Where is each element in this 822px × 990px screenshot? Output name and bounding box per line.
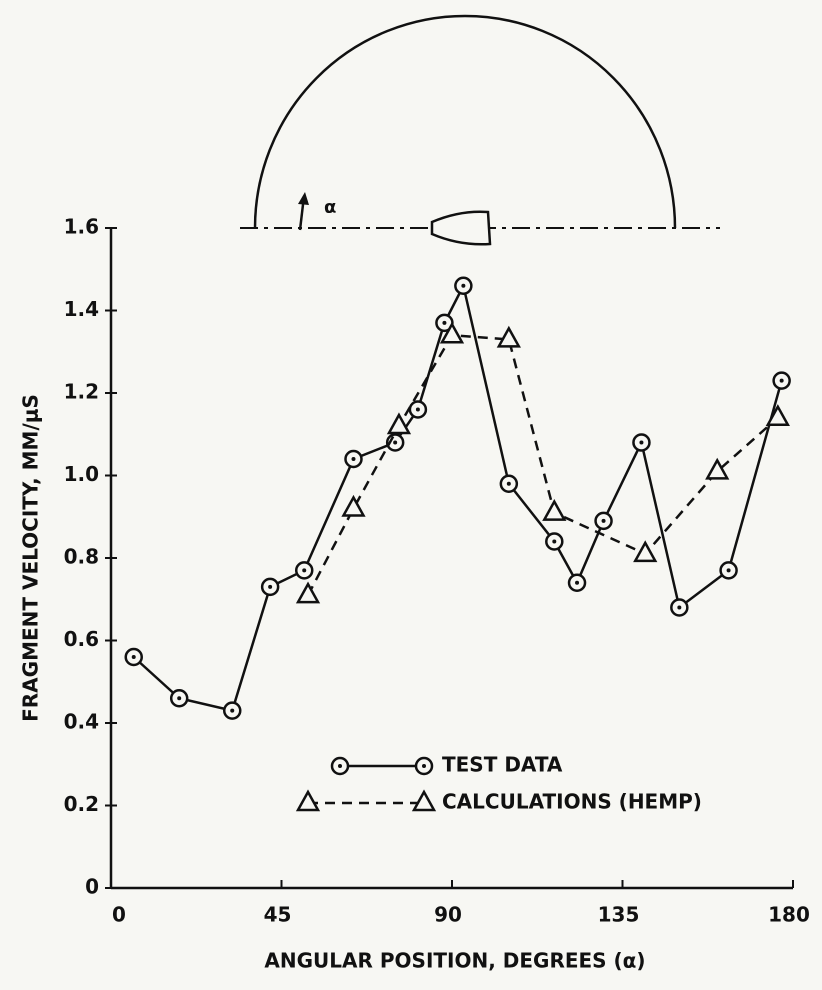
marker-dot: [302, 568, 307, 573]
marker-dot: [393, 440, 398, 445]
y-axis-label: FRAGMENT VELOCITY, MM/μS: [19, 394, 43, 722]
marker-dot: [726, 568, 731, 573]
marker-dot: [415, 407, 420, 412]
schematic-arrowhead: [298, 192, 309, 205]
marker-dot: [351, 457, 356, 461]
marker-dot: [552, 539, 557, 544]
marker: [295, 789, 321, 812]
marker-dot: [268, 584, 273, 589]
x-axis-label: ANGULAR POSITION, DEGREES (α): [264, 949, 645, 973]
x-tick-label: 180: [768, 903, 810, 927]
marker-dot: [639, 440, 644, 445]
marker-dot: [131, 655, 136, 659]
marker-dot: [506, 481, 511, 486]
y-tick-label: 1.4: [64, 297, 99, 321]
marker-dot: [677, 605, 682, 610]
marker-dot: [779, 378, 784, 383]
marker: [439, 321, 465, 344]
marker: [705, 457, 730, 480]
y-tick-label: 0.4: [64, 710, 99, 734]
marker: [341, 494, 366, 517]
marker-dot: [575, 580, 580, 585]
marker: [765, 404, 790, 426]
marker: [411, 789, 437, 812]
x-tick-label: 135: [598, 903, 640, 927]
x-tick-label: 45: [264, 903, 292, 927]
y-tick-label: 0.8: [64, 545, 99, 569]
y-tick-label: 1.2: [64, 380, 99, 404]
marker-dot: [338, 764, 342, 768]
legend-label: CALCULATIONS (HEMP): [442, 790, 702, 814]
y-tick-label: 1.6: [64, 215, 99, 239]
marker-dot: [461, 283, 466, 288]
y-tick-label: 0: [85, 875, 99, 899]
marker-dot: [601, 518, 606, 523]
y-tick-label: 0.2: [64, 792, 99, 816]
y-tick-label: 0.6: [64, 627, 99, 651]
marker-dot: [230, 708, 235, 713]
marker: [386, 412, 412, 435]
marker: [542, 499, 567, 521]
schematic-arc: [253, 14, 677, 229]
schematic-projectile: [430, 210, 492, 246]
legend-label: TEST DATA: [442, 753, 563, 777]
marker-dot: [442, 320, 447, 325]
marker-dot: [177, 696, 182, 701]
x-tick-label: 0: [112, 903, 126, 927]
series-line: [132, 282, 783, 713]
x-tick-label: 90: [434, 903, 462, 927]
y-tick-label: 1.0: [64, 462, 99, 486]
marker: [633, 540, 658, 563]
series-line: [306, 333, 779, 596]
schematic-label: α: [324, 197, 336, 218]
marker: [496, 325, 521, 348]
marker-dot: [422, 764, 426, 768]
marker: [295, 581, 321, 604]
